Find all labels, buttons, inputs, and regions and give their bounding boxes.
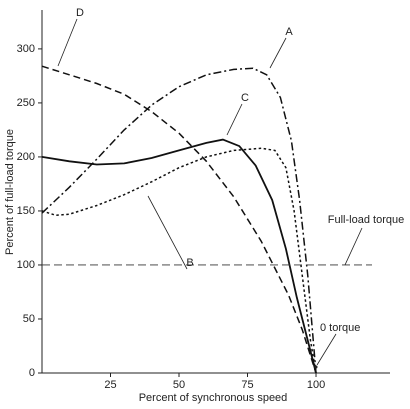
curve: [41, 138, 317, 374]
curve: [41, 147, 317, 374]
x-axis-title: Percent of synchronous speed: [139, 392, 288, 404]
curve-label: D: [76, 7, 84, 19]
y-tick-label: 200: [17, 151, 35, 163]
curve-label: C: [241, 92, 249, 104]
y-tick-label: 50: [23, 313, 35, 325]
x-tick-label: 50: [173, 379, 185, 391]
curve-label: A: [285, 26, 293, 38]
y-tick-label: 150: [17, 205, 35, 217]
reference-label: Full-load torque: [328, 214, 404, 226]
curve: [41, 67, 317, 374]
y-tick-label: 300: [17, 43, 35, 55]
curve-label: B: [186, 257, 193, 269]
x-tick-label: 100: [307, 379, 325, 391]
y-tick-label: 0: [29, 367, 35, 379]
leader-line: [147, 195, 188, 270]
y-axis-title: Percent of full-load torque: [4, 129, 16, 255]
leader-line: [57, 18, 78, 67]
y-tick-label: 100: [17, 259, 35, 271]
leader-line: [316, 333, 337, 366]
zero-label: 0 torque: [320, 322, 360, 334]
y-tick-label: 250: [17, 97, 35, 109]
leader-line: [226, 103, 243, 136]
x-tick-label: 75: [241, 379, 253, 391]
zero-point: [314, 365, 318, 369]
leader-line: [269, 37, 287, 69]
leader-line: [344, 227, 363, 266]
curve: [41, 65, 317, 374]
x-tick-label: 25: [104, 379, 116, 391]
